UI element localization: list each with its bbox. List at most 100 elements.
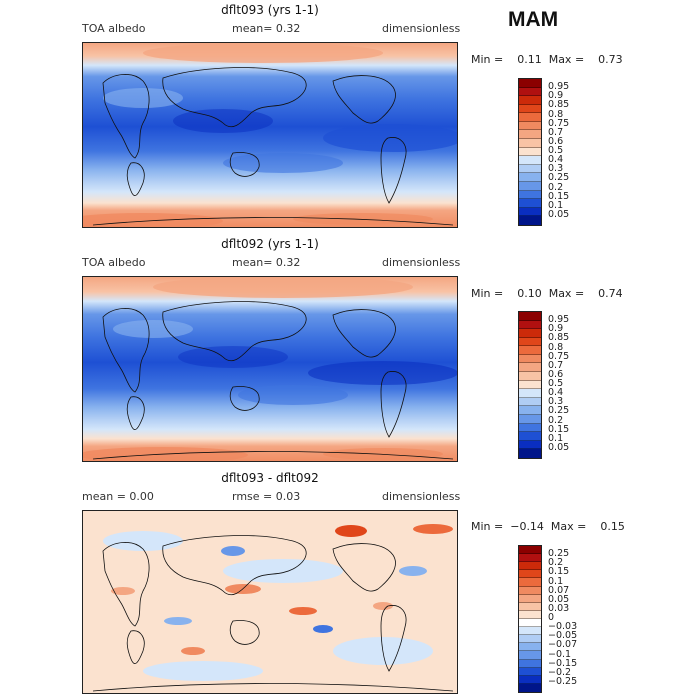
colorbar-swatch bbox=[519, 618, 541, 628]
colorbar-tick-label: 0.15 bbox=[548, 190, 570, 202]
colorbar-swatch bbox=[519, 79, 541, 88]
colorbar-swatch bbox=[519, 635, 541, 644]
panel3-map-field bbox=[83, 511, 457, 693]
colorbar-tick-label: 0.8 bbox=[548, 341, 564, 353]
colorbar-tick-label: 0.85 bbox=[548, 332, 570, 344]
colorbar-tick-label: 0.2 bbox=[548, 181, 564, 193]
colorbar-swatch bbox=[519, 190, 541, 200]
colorbar-swatch bbox=[519, 363, 541, 373]
colorbar-swatch bbox=[519, 113, 541, 122]
colorbar-tick-label: 0.3 bbox=[548, 396, 564, 408]
panel3-mean: mean = 0.00 bbox=[82, 490, 154, 503]
colorbar-swatch bbox=[519, 397, 541, 407]
colorbar-swatch bbox=[519, 329, 541, 338]
colorbar-tick-label: 0.03 bbox=[548, 602, 570, 614]
colorbar-swatch bbox=[519, 440, 541, 450]
colorbar-swatch bbox=[519, 389, 541, 398]
colorbar-tick-label: 0.6 bbox=[548, 368, 564, 380]
panel1-colorbar bbox=[518, 78, 542, 226]
colorbar-tick-label: 0.1 bbox=[548, 199, 564, 211]
colorbar-tick-label: 0 bbox=[548, 612, 555, 623]
season-label: MAM bbox=[508, 8, 559, 31]
colorbar-tick-label: 0.4 bbox=[548, 387, 564, 399]
colorbar-swatch bbox=[519, 130, 541, 140]
colorbar-tick-label: 0.9 bbox=[548, 90, 564, 102]
colorbar-swatch bbox=[519, 578, 541, 587]
colorbar-tick-label: 0.5 bbox=[548, 378, 564, 389]
colorbar-swatch bbox=[519, 432, 541, 441]
colorbar-swatch bbox=[519, 406, 541, 415]
colorbar-swatch bbox=[519, 449, 541, 458]
panel2-minmax: Min = 0.10 Max = 0.74 bbox=[471, 287, 623, 300]
colorbar-swatch bbox=[519, 667, 541, 676]
panel2-mean: mean= 0.32 bbox=[232, 256, 301, 269]
colorbar-tick-label: 0.1 bbox=[548, 575, 564, 587]
colorbar-tick-label: 0.8 bbox=[548, 108, 564, 120]
colorbar-tick-label: 0.2 bbox=[548, 414, 564, 426]
colorbar-swatch bbox=[519, 602, 541, 611]
colorbar-tick-label: 0.9 bbox=[548, 323, 564, 335]
colorbar-tick-label: 0.75 bbox=[548, 350, 570, 362]
colorbar-tick-label: −0.03 bbox=[548, 621, 578, 633]
colorbar-tick-label: 0.15 bbox=[548, 566, 570, 578]
panel1-minmax: Min = 0.11 Max = 0.73 bbox=[471, 53, 623, 66]
colorbar-swatch bbox=[519, 216, 541, 225]
colorbar-tick-label: 0.05 bbox=[548, 441, 570, 453]
colorbar-swatch bbox=[519, 627, 541, 636]
colorbar-swatch bbox=[519, 164, 541, 174]
colorbar-tick-label: 0.1 bbox=[548, 432, 564, 444]
colorbar-tick-label: 0.75 bbox=[548, 117, 570, 129]
panel2-colorbar bbox=[518, 311, 542, 459]
panel1-variable-label: TOA albedo bbox=[82, 22, 146, 35]
panel2-title: dflt092 (yrs 1-1) bbox=[221, 237, 319, 251]
colorbar-tick-label: 0.85 bbox=[548, 99, 570, 111]
panel2-variable-label: TOA albedo bbox=[82, 256, 146, 269]
colorbar-tick-label: 0.25 bbox=[548, 548, 570, 560]
colorbar-swatch bbox=[519, 346, 541, 355]
panel3-rmse: rmse = 0.03 bbox=[232, 490, 301, 503]
panel1-mean: mean= 0.32 bbox=[232, 22, 301, 35]
colorbar-swatch bbox=[519, 320, 541, 330]
panel3-colorbar bbox=[518, 545, 542, 693]
colorbar-tick-label: 0.95 bbox=[548, 81, 570, 93]
colorbar-swatch bbox=[519, 562, 541, 571]
colorbar-tick-label: 0.05 bbox=[548, 208, 570, 220]
colorbar-swatch bbox=[519, 121, 541, 131]
colorbar-swatch bbox=[519, 546, 541, 555]
colorbar-swatch bbox=[519, 96, 541, 105]
colorbar-swatch bbox=[519, 610, 541, 619]
panel1-map bbox=[82, 42, 458, 228]
colorbar-tick-label: 0.7 bbox=[548, 126, 564, 138]
colorbar-tick-label: 0.4 bbox=[548, 154, 564, 166]
colorbar-swatch bbox=[519, 554, 541, 563]
colorbar-tick-label: −0.07 bbox=[548, 639, 578, 651]
colorbar-swatch bbox=[519, 651, 541, 660]
colorbar-swatch bbox=[519, 570, 541, 579]
panel2-units: dimensionless bbox=[382, 256, 461, 269]
panel3-map bbox=[82, 510, 458, 694]
colorbar-tick-label: 0.95 bbox=[548, 314, 570, 326]
colorbar-swatch bbox=[519, 683, 541, 692]
colorbar-tick-label: −0.15 bbox=[548, 657, 578, 669]
colorbar-swatch bbox=[519, 87, 541, 97]
panel2-map bbox=[82, 276, 458, 462]
colorbar-swatch bbox=[519, 337, 541, 347]
panel1-map-field bbox=[83, 43, 457, 227]
colorbar-swatch bbox=[519, 173, 541, 182]
colorbar-swatch bbox=[519, 372, 541, 381]
panel1-units: dimensionless bbox=[382, 22, 461, 35]
colorbar-swatch bbox=[519, 659, 541, 668]
colorbar-tick-label: −0.05 bbox=[548, 630, 578, 642]
panel2-map-field bbox=[83, 277, 457, 461]
colorbar-tick-label: 0.6 bbox=[548, 135, 564, 147]
colorbar-swatch bbox=[519, 139, 541, 148]
colorbar-tick-label: −0.25 bbox=[548, 675, 578, 687]
colorbar-tick-label: −0.1 bbox=[548, 648, 572, 660]
colorbar-swatch bbox=[519, 423, 541, 433]
colorbar-tick-label: 0.15 bbox=[548, 423, 570, 435]
colorbar-swatch bbox=[519, 156, 541, 165]
panel3-units: dimensionless bbox=[382, 490, 461, 503]
colorbar-swatch bbox=[519, 199, 541, 208]
panel3-minmax: Min = −0.14 Max = 0.15 bbox=[471, 520, 625, 533]
colorbar-swatch bbox=[519, 147, 541, 157]
